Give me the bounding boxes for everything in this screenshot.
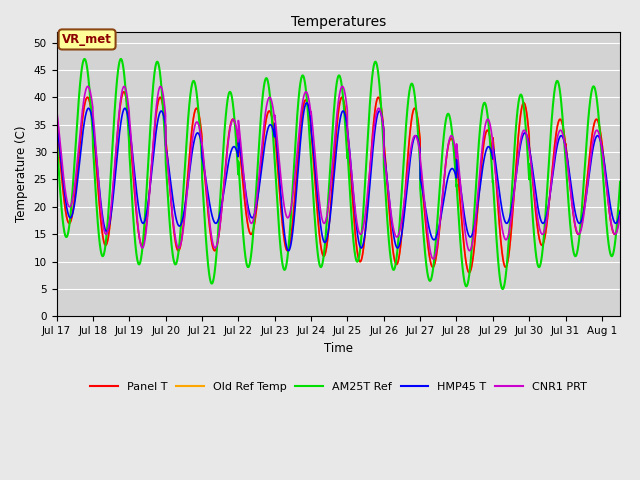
Old Ref Temp <box>202 184 210 190</box>
Panel T <box>223 155 230 161</box>
AM25T Ref <box>202 234 210 240</box>
Line: AM25T Ref: AM25T Ref <box>56 59 620 289</box>
CNR1 PRT <box>339 84 346 89</box>
Old Ref Temp <box>516 121 524 127</box>
HMP45 T <box>52 120 60 126</box>
Old Ref Temp <box>567 192 575 198</box>
AM25T Ref <box>81 56 88 62</box>
CNR1 PRT <box>95 186 103 192</box>
HMP45 T <box>202 175 209 181</box>
AM25T Ref <box>616 179 624 185</box>
HMP45 T <box>457 184 465 190</box>
Line: HMP45 T: HMP45 T <box>56 103 620 251</box>
Line: Old Ref Temp: Old Ref Temp <box>56 92 620 273</box>
Old Ref Temp <box>52 120 60 126</box>
AM25T Ref <box>499 286 506 292</box>
CNR1 PRT <box>616 213 624 218</box>
HMP45 T <box>616 209 624 215</box>
HMP45 T <box>516 148 524 154</box>
Y-axis label: Temperature (C): Temperature (C) <box>15 126 28 222</box>
Text: VR_met: VR_met <box>62 33 112 46</box>
CNR1 PRT <box>567 193 575 199</box>
CNR1 PRT <box>429 256 437 262</box>
Old Ref Temp <box>465 270 473 276</box>
CNR1 PRT <box>202 177 209 183</box>
Old Ref Temp <box>120 89 127 95</box>
Panel T <box>567 192 575 198</box>
HMP45 T <box>567 183 575 189</box>
AM25T Ref <box>457 241 465 247</box>
CNR1 PRT <box>52 105 60 111</box>
HMP45 T <box>222 174 230 180</box>
HMP45 T <box>285 248 292 253</box>
Old Ref Temp <box>616 208 624 214</box>
Old Ref Temp <box>223 155 230 161</box>
X-axis label: Time: Time <box>324 342 353 355</box>
CNR1 PRT <box>222 159 230 165</box>
HMP45 T <box>303 100 310 106</box>
Panel T <box>120 89 127 95</box>
CNR1 PRT <box>516 144 524 150</box>
Title: Temperatures: Temperatures <box>291 15 386 29</box>
Panel T <box>465 270 473 276</box>
Panel T <box>95 200 103 206</box>
AM25T Ref <box>95 237 103 243</box>
Panel T <box>457 203 465 209</box>
Panel T <box>202 184 210 190</box>
AM25T Ref <box>223 108 230 114</box>
AM25T Ref <box>516 95 524 100</box>
Old Ref Temp <box>95 200 103 206</box>
Panel T <box>52 120 60 126</box>
Legend: Panel T, Old Ref Temp, AM25T Ref, HMP45 T, CNR1 PRT: Panel T, Old Ref Temp, AM25T Ref, HMP45 … <box>85 377 591 396</box>
Panel T <box>516 121 524 127</box>
Old Ref Temp <box>457 203 465 209</box>
AM25T Ref <box>52 134 60 140</box>
Line: CNR1 PRT: CNR1 PRT <box>56 86 620 259</box>
HMP45 T <box>95 184 103 190</box>
CNR1 PRT <box>457 183 465 189</box>
Line: Panel T: Panel T <box>56 92 620 273</box>
AM25T Ref <box>567 231 575 237</box>
Panel T <box>616 208 624 214</box>
